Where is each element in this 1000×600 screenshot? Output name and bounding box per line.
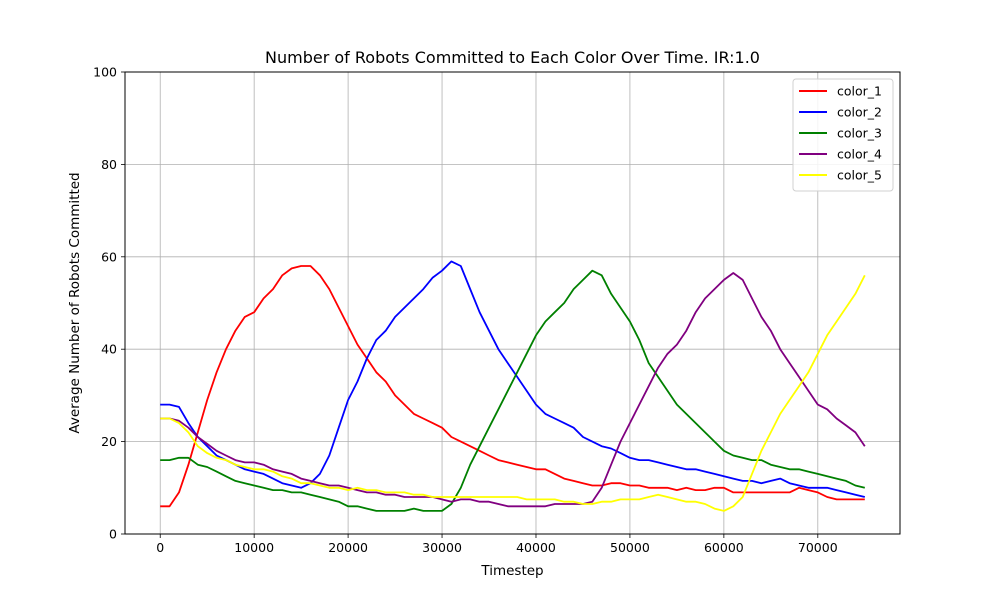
axis-ticks: 0 10000 20000 30000 40000 50000 60000 70000 0 20 4… bbox=[93, 65, 838, 556]
legend-label-color_2: color_2 bbox=[837, 105, 882, 120]
x-tick-label: 60000 bbox=[704, 540, 744, 555]
x-tick-label: 20000 bbox=[328, 540, 368, 555]
series-lines bbox=[160, 260, 866, 512]
y-tick-label: 20 bbox=[101, 434, 117, 449]
y-tick-label: 60 bbox=[101, 249, 117, 264]
y-axis-title: Average Number of Robots Committed bbox=[67, 172, 83, 433]
chart-title: Number of Robots Committed to Each Color… bbox=[265, 48, 760, 67]
x-tick-label: 10000 bbox=[234, 540, 274, 555]
x-tick-label: 40000 bbox=[516, 540, 556, 555]
y-tick-label: 40 bbox=[101, 342, 117, 357]
x-axis-title: Timestep bbox=[480, 563, 543, 579]
legend: color_1 color_2 color_3 color_4 color_5 bbox=[792, 78, 894, 192]
y-tick-label: 100 bbox=[93, 65, 117, 80]
legend-label-color_5: color_5 bbox=[837, 168, 882, 183]
x-tick-label: 30000 bbox=[422, 540, 462, 555]
series-line-color_1 bbox=[160, 265, 865, 508]
legend-label-color_1: color_1 bbox=[837, 84, 882, 99]
legend-label-color_4: color_4 bbox=[837, 147, 882, 162]
series-line-color_4 bbox=[160, 272, 866, 508]
legend-box bbox=[792, 78, 894, 192]
series-line-color_5 bbox=[160, 274, 866, 512]
series-line-color_3 bbox=[160, 269, 866, 512]
series-line-color_2 bbox=[160, 260, 866, 498]
x-tick-label: 50000 bbox=[610, 540, 650, 555]
x-tick-label: 0 bbox=[156, 540, 164, 555]
y-tick-label: 0 bbox=[109, 527, 117, 542]
x-tick-label: 70000 bbox=[798, 540, 838, 555]
legend-label-color_3: color_3 bbox=[837, 126, 882, 141]
y-tick-label: 80 bbox=[101, 157, 117, 172]
plot-area-frame bbox=[124, 71, 901, 535]
